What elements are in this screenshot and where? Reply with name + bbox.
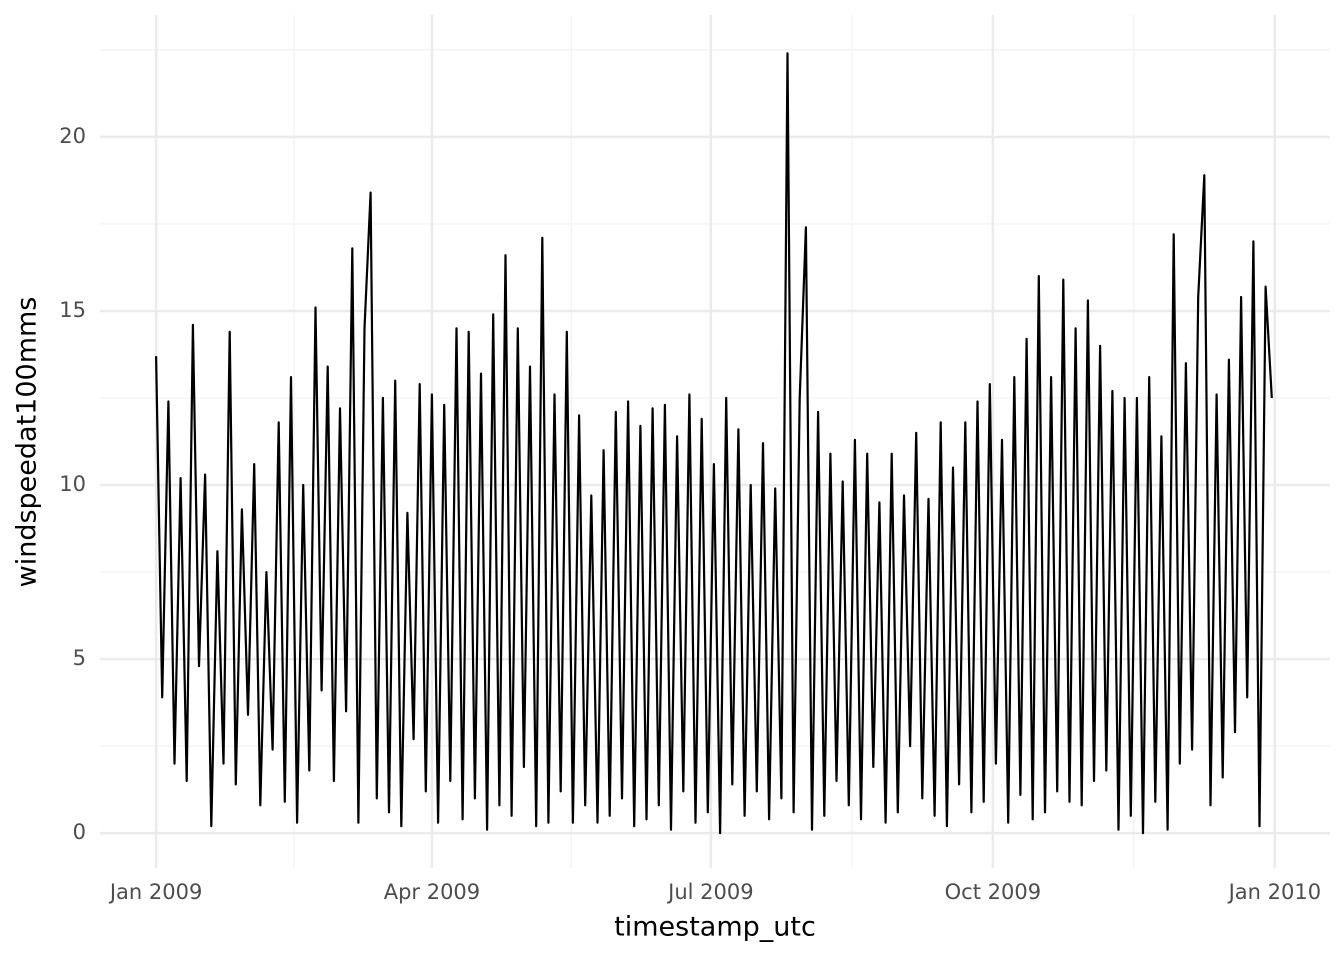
x-tick-label: Apr 2009	[384, 880, 480, 904]
x-tick-label: Jan 2009	[108, 880, 203, 904]
x-axis-title: timestamp_utc	[614, 912, 816, 943]
y-tick-label: 10	[59, 472, 86, 496]
x-tick-label: Jul 2009	[666, 880, 753, 904]
y-tick-label: 5	[73, 646, 86, 670]
y-axis-title: windspeedat100mms	[12, 297, 43, 588]
x-tick-label: Oct 2009	[945, 880, 1041, 904]
x-tick-label: Jan 2010	[1227, 880, 1322, 904]
y-tick-label: 20	[59, 124, 86, 148]
y-tick-label: 0	[73, 820, 86, 844]
y-tick-label: 15	[59, 298, 86, 322]
data-line	[155, 52, 1273, 835]
